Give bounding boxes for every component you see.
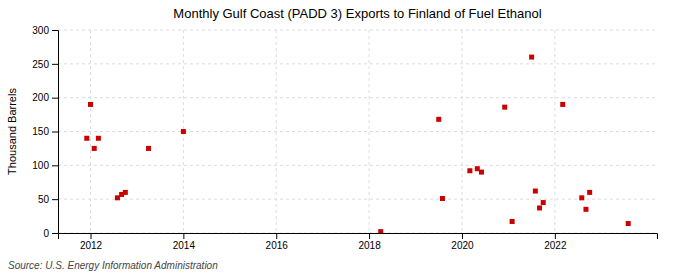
chart: 2012 2014 2016 2018 2020 2022 0 50 100 150 200 250 3… <box>0 0 675 275</box>
axis-line <box>52 31 59 234</box>
tick: 50 <box>38 194 58 205</box>
tick: 250 <box>32 59 58 70</box>
tick-mark <box>52 30 58 31</box>
tick-mark <box>52 233 58 234</box>
point <box>541 200 546 205</box>
tick-label: 0 <box>43 228 49 239</box>
point <box>626 221 631 226</box>
point <box>88 102 93 107</box>
point <box>529 55 534 60</box>
point <box>579 195 584 200</box>
tick: 2012 <box>80 233 103 251</box>
grid <box>58 30 657 233</box>
points <box>84 55 630 233</box>
point <box>378 229 383 233</box>
tick: 2014 <box>173 233 196 251</box>
tick: 100 <box>32 160 58 171</box>
point <box>560 102 565 107</box>
grid-line <box>58 97 657 98</box>
tick-mark <box>52 64 58 65</box>
tick: 200 <box>32 92 58 103</box>
grid-line <box>461 30 462 233</box>
tick-mark <box>52 98 58 99</box>
tick-label: 2014 <box>173 240 196 251</box>
point <box>146 146 151 151</box>
grid-line <box>58 63 657 64</box>
tick-mark <box>369 233 370 239</box>
tick: 2020 <box>451 233 474 251</box>
point <box>436 117 441 122</box>
point <box>92 146 97 151</box>
tick-mark <box>462 233 463 239</box>
point <box>96 136 101 141</box>
tick-mark <box>52 199 58 200</box>
tick-mark <box>276 233 277 239</box>
y-axis: 0 50 100 150 200 250 300 <box>32 25 58 239</box>
axis-line <box>59 234 658 240</box>
point <box>583 207 588 212</box>
point <box>181 129 186 134</box>
title: Monthly Gulf Coast (PADD 3) Exports to F… <box>173 6 541 21</box>
tick-label: 2012 <box>80 240 103 251</box>
source-note: Source: U.S. Energy Information Administ… <box>8 260 218 271</box>
tick-label: 2022 <box>544 240 567 251</box>
tick-mark <box>52 165 58 166</box>
grid-line <box>90 30 91 233</box>
tick-label: 2016 <box>266 240 289 251</box>
grid-line <box>554 30 555 233</box>
tick: 150 <box>32 126 58 137</box>
tick: 2022 <box>544 233 567 251</box>
grid-line <box>58 30 657 31</box>
point <box>440 196 445 201</box>
tick-label: 300 <box>32 25 49 36</box>
point <box>533 189 538 194</box>
tick-label: 250 <box>32 59 49 70</box>
tick-label: 50 <box>38 194 50 205</box>
grid-line <box>369 30 370 233</box>
point <box>502 105 507 110</box>
tick: 0 <box>43 228 58 239</box>
point <box>84 136 89 141</box>
point <box>479 170 484 175</box>
point <box>587 190 592 195</box>
point <box>537 205 542 210</box>
point <box>467 168 472 173</box>
x-axis: 2012 2014 2016 2018 2020 2022 <box>59 233 658 251</box>
tick: 300 <box>32 25 58 36</box>
tick-label: 2018 <box>358 240 381 251</box>
grid-line <box>276 30 277 233</box>
tick: 2018 <box>358 233 381 251</box>
tick-mark <box>91 233 92 239</box>
tick: 2016 <box>266 233 289 251</box>
tick-mark <box>52 132 58 133</box>
point <box>123 190 128 195</box>
tick-mark <box>183 233 184 239</box>
grid-line <box>58 131 657 132</box>
point <box>510 219 515 224</box>
tick-label: 200 <box>32 92 49 103</box>
tick-label: 100 <box>32 160 49 171</box>
plot-area: 2012 2014 2016 2018 2020 2022 0 50 100 150 200 250 3… <box>32 25 657 251</box>
tick-label: 150 <box>32 126 49 137</box>
grid-line <box>58 199 657 200</box>
y-axis-title: Thousand Barrels <box>6 88 18 175</box>
grid-line <box>58 165 657 166</box>
tick-mark <box>555 233 556 239</box>
tick-label: 2020 <box>451 240 474 251</box>
